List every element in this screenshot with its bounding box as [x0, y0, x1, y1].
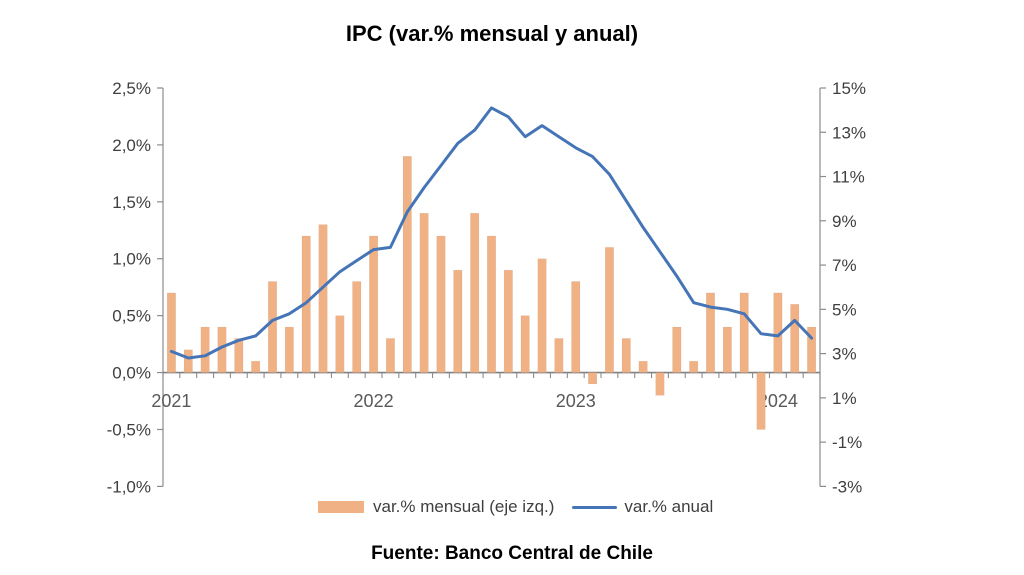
bar — [621, 338, 631, 373]
bar — [318, 224, 328, 373]
bar — [385, 338, 395, 373]
bar — [739, 292, 749, 373]
left-axis-tick-label: 1,0% — [112, 250, 151, 269]
bar — [352, 281, 362, 373]
bar — [722, 326, 732, 373]
bar — [537, 258, 547, 373]
bar — [369, 235, 379, 373]
bar — [268, 281, 277, 373]
right-axis-tick-label: 7% — [832, 256, 857, 275]
bar — [402, 156, 412, 373]
bar — [234, 338, 244, 373]
bar — [588, 372, 598, 385]
left-axis-tick-label: 0,5% — [112, 307, 151, 326]
annual-line-series — [169, 106, 814, 360]
bar — [604, 247, 614, 373]
legend-line-label: var.% anual — [624, 497, 714, 516]
bar — [689, 360, 699, 373]
right-axis-tick-label: 3% — [832, 345, 857, 364]
bar — [470, 212, 480, 373]
right-axis-tick-label: 5% — [832, 300, 857, 319]
bar — [554, 338, 564, 373]
legend-bar-swatch — [318, 501, 364, 513]
right-axis-tick-label: -1% — [832, 433, 862, 452]
legend-line-swatch — [572, 505, 618, 509]
left-axis-tick-label: -1,0% — [107, 477, 151, 496]
annual-line — [169, 106, 814, 360]
bar — [251, 360, 261, 373]
x-axis-year-label: 2023 — [556, 391, 596, 411]
x-axis-year-label: 2021 — [151, 391, 191, 411]
bar — [335, 315, 345, 373]
right-axis-tick-label: -3% — [832, 477, 862, 496]
right-axis-tick-label: 13% — [832, 123, 866, 142]
bar — [807, 326, 817, 373]
left-axis-tick-label: 0,0% — [112, 364, 151, 383]
bar — [166, 292, 176, 373]
x-axis-year-label: 2024 — [758, 391, 798, 411]
left-axis-tick-label: -0,5% — [107, 420, 151, 439]
bar — [655, 372, 665, 396]
legend: var.% mensual (eje izq.) var.% anual — [318, 497, 714, 516]
bar — [183, 349, 193, 373]
bar — [453, 269, 463, 373]
legend-bar-label: var.% mensual (eje izq.) — [373, 497, 555, 516]
chart-title: IPC (var.% mensual y anual) — [345, 21, 639, 46]
bar — [419, 212, 429, 373]
left-axis-tick-label: 1,5% — [112, 193, 151, 212]
bar — [638, 360, 648, 373]
bar — [790, 304, 800, 373]
axes-layer: 2,5% 2,0% 1,5% 1,0% 0,5% 0,0% -0,5% -1,0% 15% 13%… — [107, 79, 866, 496]
right-axis-tick-label: 11% — [832, 168, 865, 187]
bar — [200, 326, 210, 373]
bar — [520, 315, 530, 373]
bar — [436, 235, 446, 373]
right-axis-tick-label: 1% — [832, 389, 857, 408]
left-axis-tick-label: 2,0% — [112, 136, 151, 155]
right-axis-tick-label: 15% — [832, 79, 866, 98]
left-axis-tick-label: 2,5% — [112, 79, 151, 98]
bar — [706, 292, 715, 373]
right-axis-tick-label: 9% — [832, 212, 857, 231]
x-axis-year-label: 2022 — [354, 391, 394, 411]
bar — [672, 326, 682, 373]
bar — [503, 269, 513, 373]
bar — [756, 372, 766, 430]
monthly-bars-series — [166, 156, 817, 430]
source-note: Fuente: Banco Central de Chile — [371, 543, 653, 564]
bar — [487, 235, 496, 373]
bar — [284, 326, 294, 373]
bar — [571, 281, 581, 373]
